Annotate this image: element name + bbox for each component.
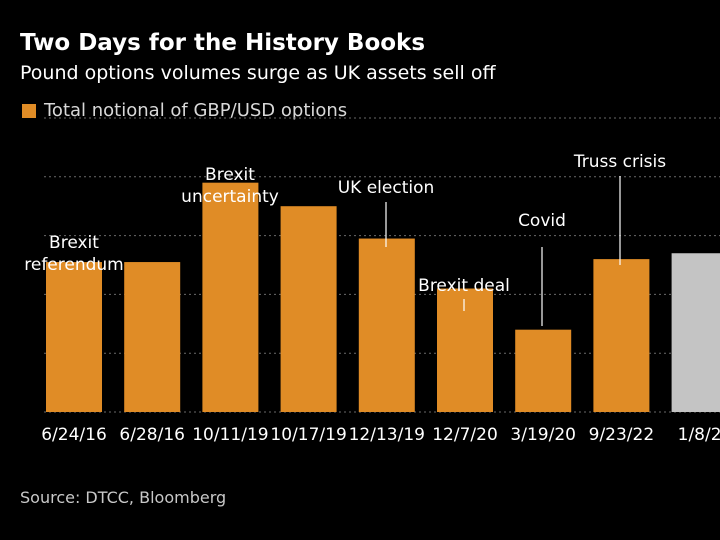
bar-6 bbox=[515, 329, 572, 412]
annotation-label-0-1: referendum bbox=[24, 255, 124, 275]
x-tick-label-4: 12/13/19 bbox=[349, 425, 425, 445]
annotation-label-4-0: Covid bbox=[518, 211, 566, 231]
bar-4 bbox=[358, 238, 415, 412]
chart-subtitle: Pound options volumes surge as UK assets… bbox=[20, 62, 496, 84]
x-tick-label-7: 9/23/22 bbox=[589, 425, 655, 445]
x-tick-label-5: 12/7/20 bbox=[432, 425, 498, 445]
source-note: Source: DTCC, Bloomberg bbox=[20, 488, 227, 507]
bar-1 bbox=[124, 262, 181, 412]
bar-8 bbox=[671, 253, 720, 412]
annotation-label-1-1: uncertainty bbox=[181, 187, 279, 207]
x-tick-label-3: 10/17/19 bbox=[270, 425, 346, 445]
legend-swatch bbox=[22, 103, 36, 118]
bar-3 bbox=[280, 206, 337, 412]
chart-title: Two Days for the History Books bbox=[20, 30, 426, 56]
annotation-label-0-0: Brexit bbox=[49, 233, 99, 253]
chart-legend: Total notional of GBP/USD options bbox=[22, 100, 347, 121]
bar-0 bbox=[46, 262, 102, 412]
annotation-label-1-0: Brexit bbox=[205, 165, 255, 185]
annotation-label-5-0: Truss crisis bbox=[573, 152, 666, 172]
x-tick-label-1: 6/28/16 bbox=[119, 425, 185, 445]
legend-label: Total notional of GBP/USD options bbox=[44, 100, 348, 121]
x-tick-label-8: 1/8/2 bbox=[678, 425, 720, 445]
bar-2 bbox=[202, 182, 259, 412]
x-tick-label-2: 10/11/19 bbox=[192, 425, 268, 445]
x-tick-label-6: 3/19/20 bbox=[510, 425, 576, 445]
annotation-label-2-0: UK election bbox=[338, 178, 435, 198]
bar-5 bbox=[437, 288, 493, 412]
x-tick-label-0: 6/24/16 bbox=[41, 425, 107, 445]
annotation-label-3-0: Brexit deal bbox=[418, 276, 510, 296]
bar-7 bbox=[593, 259, 650, 412]
